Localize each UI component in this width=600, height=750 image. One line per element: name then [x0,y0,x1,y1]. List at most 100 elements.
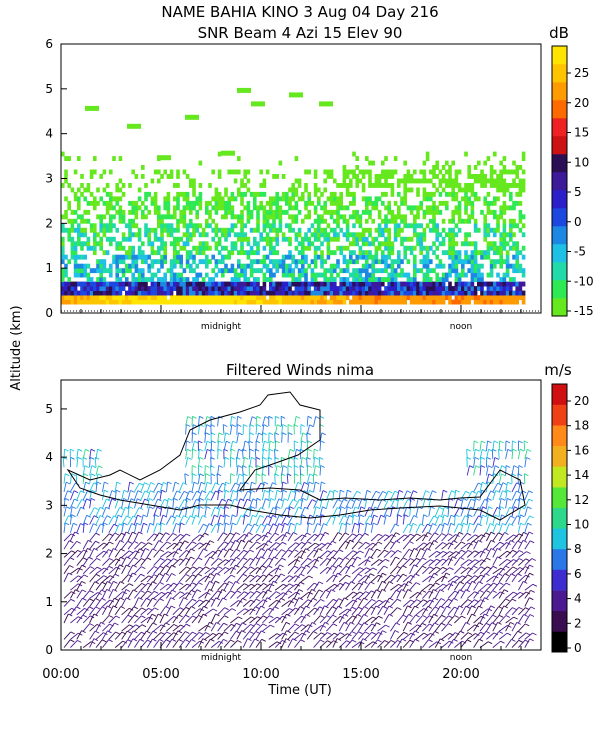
snr-cell [419,232,423,238]
snr-cell [67,281,71,287]
wind-barb-flag [170,605,176,609]
snr-cell [64,272,68,278]
snr-cell [384,227,388,233]
snr-cell [99,245,103,251]
snr-cell [512,160,516,166]
snr-cell [358,254,363,260]
snr-cell [441,272,446,278]
wind-barb-flag [141,541,146,545]
wind-barb-flag [158,532,164,536]
snr-cell [157,214,161,220]
snr-cell [365,227,369,233]
wind-barb [198,566,206,575]
snr-cell [400,290,404,296]
wind-barb [191,416,193,427]
snr-cell [291,205,295,211]
snr-cell [371,259,375,265]
wind-barb [101,515,108,525]
snr-cell [374,268,379,274]
wind-barb [146,490,151,501]
snr-cell [185,250,190,256]
snr-cell [483,254,487,260]
snr-cell [237,299,241,305]
snr-cell [486,191,491,197]
wind-barb [95,542,105,550]
snr-cell [240,286,244,291]
snr-cell [329,250,334,256]
wind-barb-flag [230,574,236,578]
snr-cell [176,250,180,256]
wind-barb-flag [86,514,91,518]
wind-barb [255,523,262,534]
wind-barb-flag [421,589,427,593]
wind-barb [306,558,316,566]
snr-cell [355,178,359,184]
wind-barb-flag [77,616,83,620]
snr-cell [182,268,187,274]
snr-cell [477,272,481,278]
wind-barb [133,597,140,607]
wind-barb-flag [236,590,242,594]
wind-barb-flag [255,623,261,626]
wind-barb [198,592,207,599]
wind-barb [409,490,414,501]
snr-cell [297,241,302,247]
wind-barb-flag [119,564,124,568]
snr-cell [512,218,516,224]
snr-cell [509,169,513,175]
snr-cell [262,183,267,188]
wind-barb [255,507,261,517]
wind-barb-flag [357,614,362,617]
snr-cell [285,281,289,287]
snr-cell [304,295,308,300]
wind-barb [153,582,161,591]
snr-cell [93,290,97,296]
wind-barb [390,640,398,648]
wind-barb [326,574,334,583]
wind-barb-flag [368,506,374,510]
snr-cell [192,299,196,305]
snr-cell [413,277,417,282]
snr-cell [269,245,273,251]
wind-barb-flag [221,498,227,502]
snr-cell [115,227,119,233]
wind-barb-flag [413,515,418,518]
snr-cell [454,232,459,238]
wind-barb-flag [231,415,236,419]
wind-barb [332,557,340,566]
snr-cell [246,254,251,260]
snr-cell [166,290,171,296]
wind-barb [95,515,101,525]
wind-barb [69,523,74,533]
snr-cell [368,290,372,296]
wind-barb [223,457,226,468]
snr-cell [278,205,283,211]
snr-cell [93,295,97,300]
wind-barb [82,473,85,484]
snr-cell [198,281,203,287]
wind-barb-flag [363,614,368,617]
snr-cell [118,290,123,296]
snr-cell [211,205,215,211]
snr-cell [457,277,462,282]
snr-cell [467,187,471,193]
snr-cell [320,254,324,260]
snr-cell [198,205,203,211]
wind-barb-flag [388,605,394,609]
snr-cell [179,218,183,224]
snr-cell [422,281,427,287]
wind-barb [134,631,142,640]
snr-cell [464,187,468,193]
wind-barb-flag [242,573,248,577]
snr-cell [445,290,449,296]
snr-cell [358,214,363,220]
snr-cell [400,214,404,220]
snr-cell [512,205,516,211]
snr-cell [457,205,462,211]
snr-cell [416,178,420,184]
wind-barb-flag [350,621,355,625]
wind-barb [318,457,321,468]
wind-barb [178,639,186,648]
snr-cell [307,227,311,233]
snr-cell [361,295,366,300]
